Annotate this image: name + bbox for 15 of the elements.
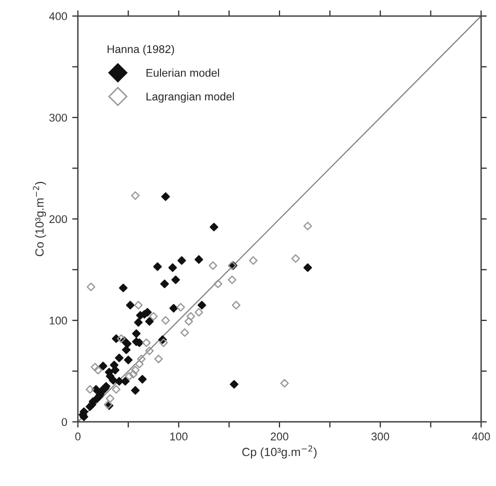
y-tick-label: 400 (49, 12, 68, 20)
y-axis-title: Co (10³g.m$^{−2}$) (32, 182, 46, 256)
y-tick-label: 200 (49, 215, 68, 224)
y-tick-label: 300 (49, 114, 68, 122)
legend-title: Hanna (1982) (108, 44, 174, 56)
y-tick-label: 100 (50, 316, 68, 325)
legend-label: Lagrangian model (146, 92, 234, 103)
x-tick-label: 0 (75, 432, 81, 440)
x-tick-label: 100 (170, 432, 188, 440)
x-tick-label: 400 (472, 432, 490, 440)
x-tick-label: 300 (371, 432, 390, 440)
y-tick-label: 0 (62, 418, 68, 426)
legend-label: Eulerian model (146, 68, 220, 77)
x-tick-label: 200 (270, 432, 288, 440)
x-axis-title: Cp (10³g.m$^{−2}$) (242, 445, 317, 458)
